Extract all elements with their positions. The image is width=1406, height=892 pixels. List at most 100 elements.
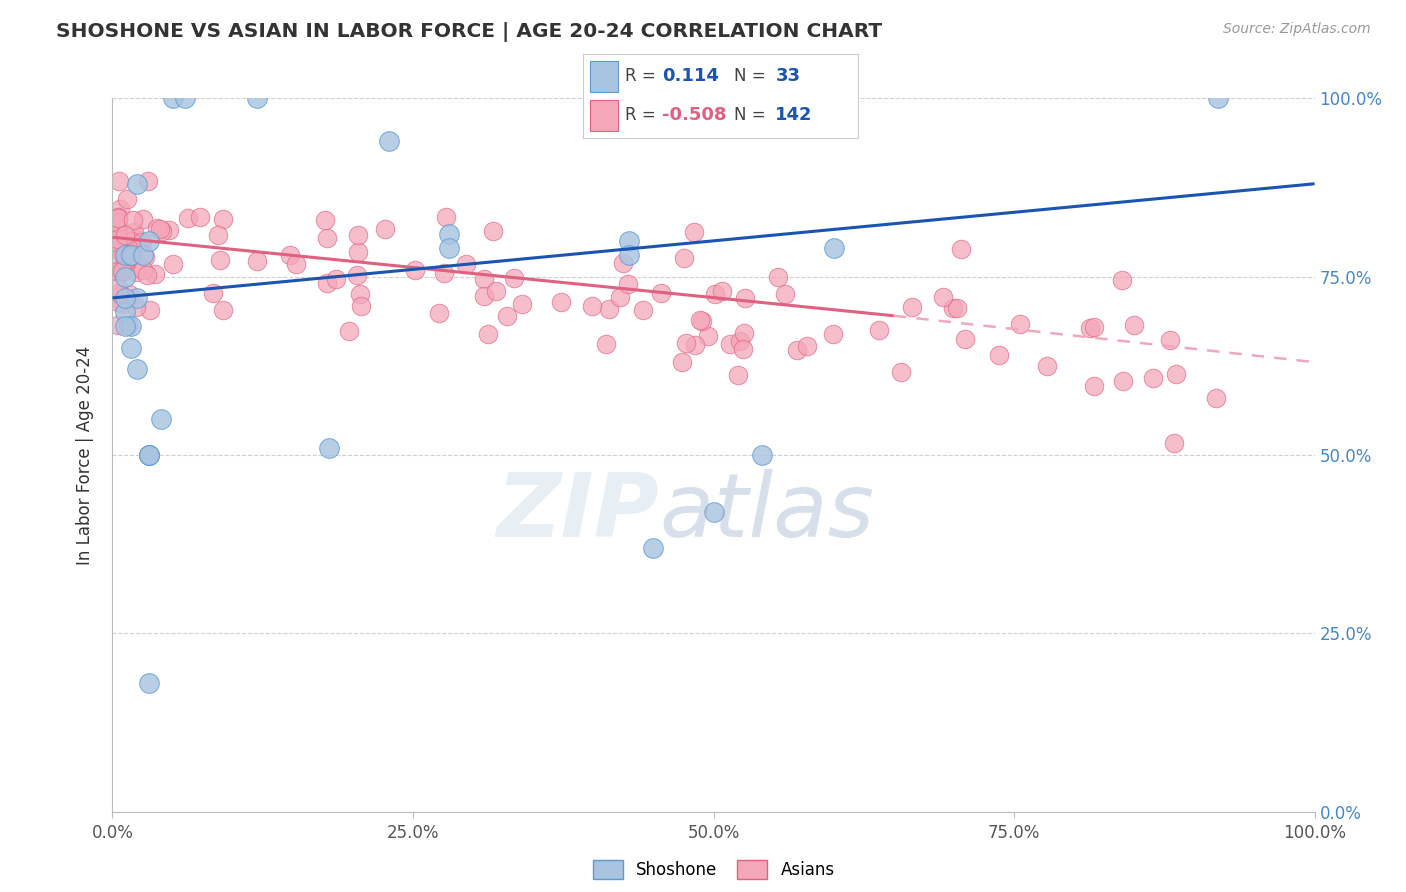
Point: [734, 291, 756, 305]
Point: [598, 302, 620, 317]
Point: [120, 247, 142, 261]
Point: [114, 291, 136, 305]
Point: [107, 212, 129, 227]
Point: [682, 225, 704, 239]
Point: [619, 234, 641, 248]
Point: [510, 297, 533, 311]
Text: -0.508: -0.508: [662, 106, 725, 124]
Point: [107, 294, 129, 309]
Point: [107, 252, 129, 266]
Point: [503, 271, 526, 285]
Point: [612, 256, 634, 270]
Point: [619, 248, 641, 262]
Point: [138, 448, 160, 462]
Point: [378, 134, 401, 148]
Point: [108, 174, 131, 188]
Point: [118, 287, 141, 301]
Point: [337, 324, 360, 338]
Point: [125, 291, 148, 305]
Point: [117, 241, 139, 255]
Point: [404, 262, 426, 277]
Point: [346, 268, 368, 283]
Point: [325, 272, 347, 286]
Point: [766, 270, 789, 285]
Point: [176, 211, 198, 225]
Point: [945, 301, 967, 316]
Point: [149, 412, 172, 426]
Point: [120, 341, 142, 355]
Point: [690, 314, 713, 328]
Point: [711, 285, 734, 299]
Point: [115, 252, 138, 267]
Point: [134, 250, 156, 264]
Point: [111, 246, 134, 260]
Text: 33: 33: [776, 68, 800, 86]
Point: [786, 343, 808, 357]
Point: [112, 241, 135, 255]
Point: [1083, 319, 1105, 334]
Point: [821, 326, 844, 341]
Point: [609, 290, 631, 304]
Point: [496, 309, 519, 323]
Point: [112, 244, 135, 258]
Text: ZIP: ZIP: [496, 468, 659, 556]
Point: [107, 210, 129, 224]
Text: atlas: atlas: [659, 469, 875, 555]
Point: [212, 212, 235, 227]
Point: [107, 281, 129, 295]
Point: [131, 248, 153, 262]
Point: [162, 91, 184, 105]
Point: [121, 246, 143, 260]
Point: [138, 448, 160, 462]
Point: [150, 224, 173, 238]
Point: [117, 192, 139, 206]
Point: [1205, 391, 1227, 405]
Point: [316, 231, 339, 245]
Point: [1111, 374, 1133, 388]
Point: [643, 541, 665, 555]
Point: [107, 223, 129, 237]
Point: [131, 235, 153, 249]
Text: R =: R =: [624, 68, 655, 86]
Point: [124, 231, 146, 245]
Point: [138, 234, 160, 248]
Point: [595, 336, 617, 351]
Point: [1142, 370, 1164, 384]
Point: [633, 302, 655, 317]
Point: [136, 268, 159, 283]
Point: [718, 337, 741, 351]
Point: [157, 223, 180, 237]
Point: [114, 269, 136, 284]
Legend: Shoshone, Asians: Shoshone, Asians: [586, 853, 841, 886]
Point: [703, 286, 725, 301]
Point: [697, 329, 720, 343]
Point: [136, 174, 159, 188]
Point: [138, 448, 160, 462]
Point: [433, 266, 456, 280]
Point: [953, 332, 976, 346]
Point: [120, 249, 142, 263]
Point: [988, 348, 1011, 362]
Point: [112, 297, 135, 311]
Point: [702, 505, 725, 519]
Point: [111, 264, 134, 278]
Point: [107, 239, 129, 253]
Point: [114, 248, 136, 262]
Point: [117, 318, 139, 332]
Text: R =: R =: [624, 106, 655, 124]
Text: 142: 142: [776, 106, 813, 124]
Point: [120, 248, 142, 262]
Point: [950, 242, 973, 256]
Point: [485, 284, 508, 298]
Point: [138, 676, 160, 690]
Point: [429, 306, 451, 320]
Point: [107, 318, 129, 333]
Point: [315, 276, 337, 290]
Text: Source: ZipAtlas.com: Source: ZipAtlas.com: [1223, 22, 1371, 37]
Point: [107, 224, 129, 238]
Point: [114, 254, 136, 268]
Point: [132, 211, 155, 226]
Point: [751, 448, 773, 462]
Point: [1164, 367, 1187, 381]
Point: [145, 268, 167, 282]
